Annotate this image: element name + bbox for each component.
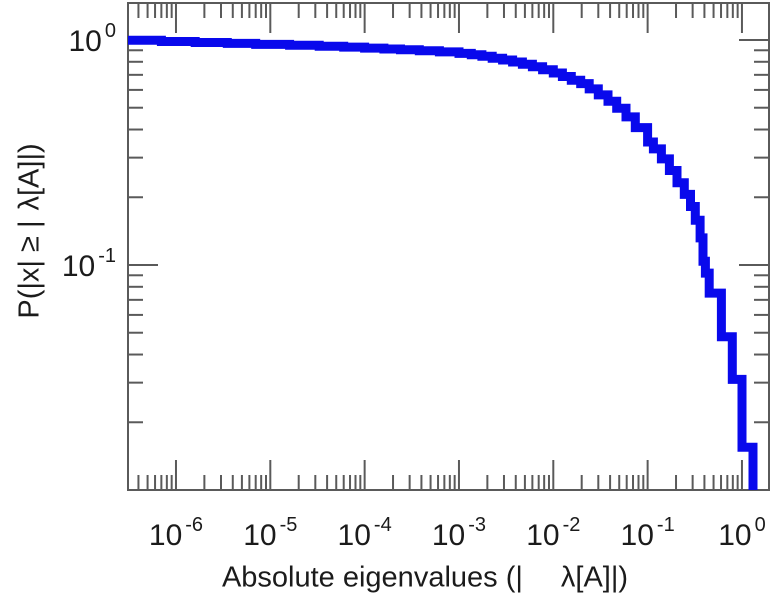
y-tick-label: 10 -1 [62, 245, 116, 283]
eigenvalue-ccdf-curve [128, 35, 758, 490]
x-axis-title: Absolute eigenvalues (| λ[A]|) [221, 561, 629, 594]
y-axis-title-left: P(|x| ≥ | [13, 220, 46, 319]
x-tick-label: 10 -5 [243, 514, 297, 552]
x-tick-label: 10 -4 [338, 514, 392, 552]
x-tick-label: 10 -1 [621, 514, 675, 552]
x-axis-title-left: Absolute eigenvalues (| [221, 561, 523, 594]
x-tick-label: 10 -2 [526, 514, 580, 552]
x-tick-label: 10 -3 [432, 514, 486, 552]
y-tick-label: 10 0 [69, 20, 117, 58]
y-axis-title-right: λ[A]|) [13, 143, 46, 211]
plot-frame [127, 2, 770, 491]
x-axis-title-right: λ[A]|) [560, 561, 629, 594]
x-tick-label: 10 -6 [149, 514, 203, 552]
x-tick-label: 10 0 [718, 514, 766, 552]
y-axis-title: P(|x| ≥ | λ[A]|) [13, 143, 46, 319]
